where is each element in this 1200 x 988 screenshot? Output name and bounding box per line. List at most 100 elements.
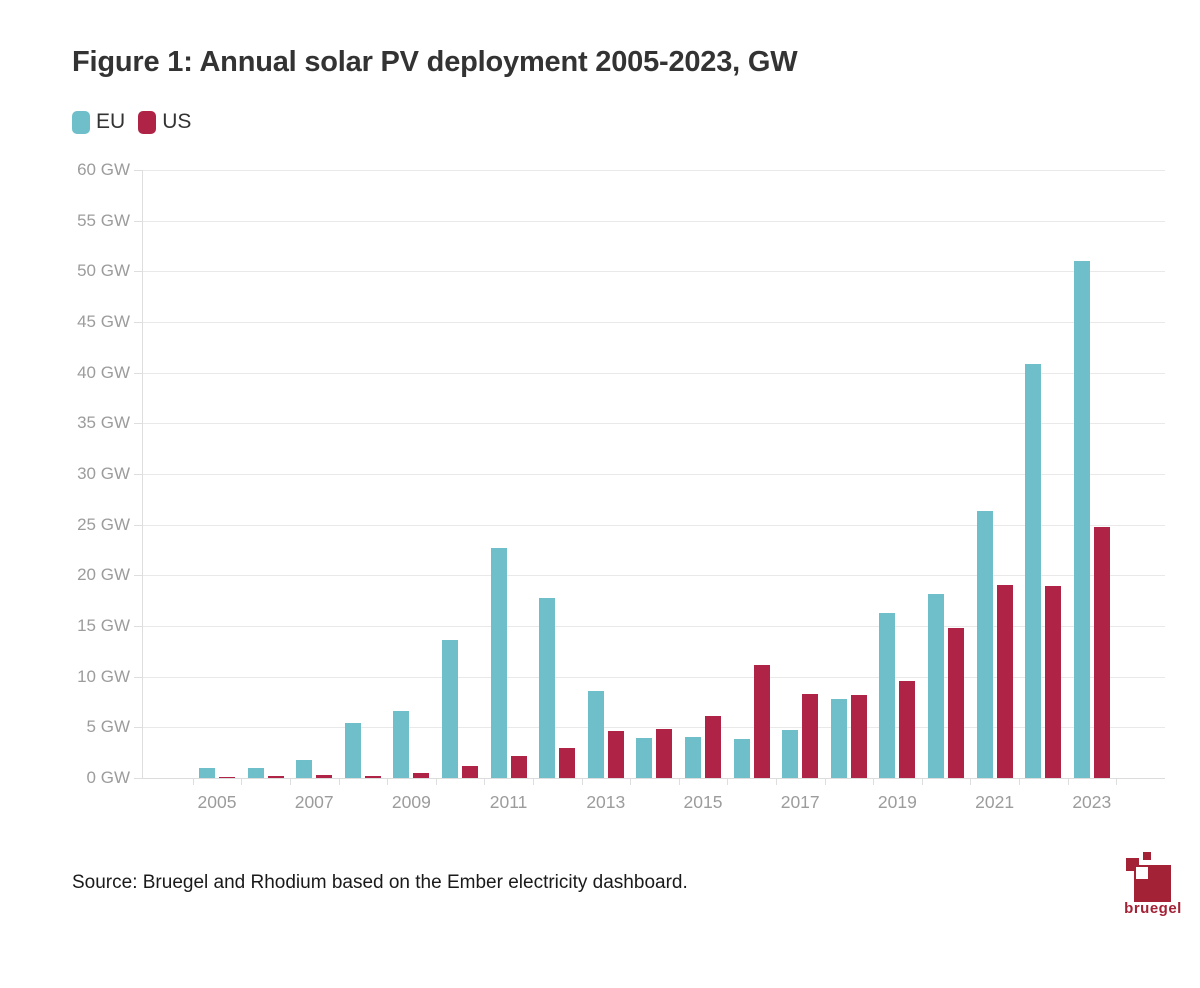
gridline-50gw	[143, 271, 1165, 272]
bar-eu-2011	[490, 548, 507, 778]
y-axis-tick-55	[134, 221, 142, 222]
bar-us-2015	[705, 716, 721, 778]
logo-wordmark: bruegel	[1124, 900, 1182, 917]
eu-color-swatch	[72, 110, 90, 134]
bar-us-2023	[1093, 527, 1110, 778]
bar-eu-2013	[587, 691, 604, 778]
gridline-5gw	[143, 727, 1165, 728]
y-axis-tick-45	[134, 322, 142, 323]
x-axis-label-2015: 2015	[683, 792, 723, 812]
bar-eu-2006	[247, 768, 264, 778]
bar-us-2011	[510, 756, 527, 778]
x-axis-tick-1	[241, 779, 242, 785]
x-axis-tick-5	[436, 779, 437, 785]
x-axis-label-2009: 2009	[391, 792, 431, 812]
bar-us-2006	[267, 776, 284, 778]
x-axis-tick-16	[970, 779, 971, 785]
bar-eu-2019	[879, 613, 896, 778]
gridline-35gw	[143, 423, 1165, 424]
y-axis-tick-20	[134, 575, 142, 576]
bar-eu-2012	[539, 598, 556, 778]
x-axis-tick-13	[825, 779, 826, 785]
gridline-0gw	[143, 778, 1165, 779]
x-axis-tick-15	[922, 779, 923, 785]
x-axis-label-2017: 2017	[780, 792, 820, 812]
bar-us-2007	[316, 775, 333, 778]
y-axis-tick-5	[134, 727, 142, 728]
x-axis-label-2007: 2007	[294, 792, 334, 812]
x-axis-tick-17	[1019, 779, 1020, 785]
y-axis-label-30: 30 GW	[77, 464, 130, 483]
bar-us-2013	[607, 731, 624, 778]
y-axis-label-60: 60 GW	[77, 160, 130, 179]
gridline-15gw	[143, 626, 1165, 627]
bar-eu-2010	[442, 640, 458, 778]
bar-eu-2020	[928, 594, 944, 778]
y-axis-tick-10	[134, 677, 142, 678]
x-axis-label-2013: 2013	[586, 792, 626, 812]
x-axis-tick-14	[873, 779, 874, 785]
gridline-25gw	[143, 525, 1165, 526]
x-axis-tick-0	[193, 779, 194, 785]
bar-eu-2018	[830, 699, 847, 778]
y-axis-line	[142, 170, 143, 779]
y-axis-label-25: 25 GW	[77, 515, 130, 534]
y-axis-label-45: 45 GW	[77, 312, 130, 331]
gridline-40gw	[143, 373, 1165, 374]
gridline-55gw	[143, 221, 1165, 222]
source-note: Source: Bruegel and Rhodium based on the…	[72, 872, 688, 893]
bar-us-2016	[753, 665, 770, 778]
bar-eu-2021	[976, 511, 993, 778]
legend: EU US	[72, 110, 191, 134]
bar-us-2012	[559, 748, 576, 778]
y-axis-label-5: 5 GW	[86, 717, 130, 736]
x-axis-tick-9	[630, 779, 631, 785]
legend-item-us: US	[138, 110, 191, 134]
bruegel-logo: bruegel	[1124, 851, 1184, 917]
logo-square-white	[1136, 867, 1148, 879]
x-axis-tick-12	[776, 779, 777, 785]
y-axis-tick-25	[134, 525, 142, 526]
y-axis-tick-15	[134, 626, 142, 627]
gridline-20gw	[143, 575, 1165, 576]
gridline-30gw	[143, 474, 1165, 475]
bar-eu-2007	[296, 760, 313, 778]
y-axis-tick-30	[134, 474, 142, 475]
bar-us-2005	[219, 777, 235, 778]
y-axis-label-20: 20 GW	[77, 565, 130, 584]
legend-item-eu: EU	[72, 110, 125, 134]
x-axis-label-2005: 2005	[197, 792, 237, 812]
bar-eu-2022	[1025, 364, 1042, 778]
gridline-60gw	[143, 170, 1165, 171]
y-axis-tick-0	[134, 778, 142, 779]
bar-us-2020	[948, 628, 964, 778]
bar-us-2010	[462, 766, 478, 778]
us-color-swatch	[138, 110, 157, 134]
gridline-45gw	[143, 322, 1165, 323]
bar-eu-2015	[685, 737, 701, 778]
x-axis-tick-8	[582, 779, 583, 785]
y-axis-tick-60	[134, 170, 142, 171]
x-axis-tick-19	[1116, 779, 1117, 785]
bar-eu-2014	[636, 738, 653, 778]
y-axis-tick-40	[134, 373, 142, 374]
bar-us-2021	[996, 585, 1013, 778]
bar-us-2008	[364, 776, 381, 778]
bar-eu-2016	[733, 739, 750, 778]
x-axis-tick-18	[1068, 779, 1069, 785]
y-axis-label-55: 55 GW	[77, 211, 130, 230]
x-axis-label-2021: 2021	[975, 792, 1015, 812]
bar-us-2019	[899, 681, 916, 778]
x-axis-label-2011: 2011	[489, 792, 528, 812]
bar-eu-2008	[344, 723, 361, 778]
y-axis-tick-35	[134, 423, 142, 424]
x-axis-tick-2	[290, 779, 291, 785]
bar-us-2017	[802, 694, 819, 778]
x-axis-tick-10	[679, 779, 680, 785]
y-axis-label-15: 15 GW	[77, 616, 130, 635]
x-axis-tick-11	[727, 779, 728, 785]
y-axis-label-10: 10 GW	[77, 667, 130, 686]
bar-us-2014	[656, 729, 673, 778]
gridline-10gw	[143, 677, 1165, 678]
